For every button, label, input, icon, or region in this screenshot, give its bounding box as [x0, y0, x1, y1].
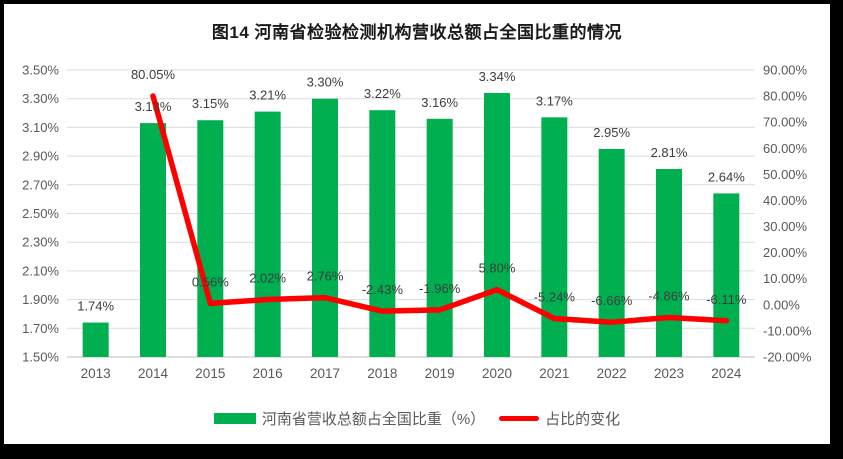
right-axis-tick-label: 10.00% — [763, 271, 808, 286]
bar-data-label: 3.22% — [364, 86, 401, 101]
chart-title: 图14 河南省检验检测机构营收总额占全国比重的情况 — [211, 23, 623, 42]
left-axis-tick-label: 3.10% — [22, 120, 59, 135]
bar-2019 — [426, 118, 453, 357]
line-data-label: 80.05% — [131, 67, 176, 82]
bar-2016 — [254, 111, 281, 358]
left-axis-tick-label: 2.10% — [22, 263, 59, 278]
left-axis-tick-label: 2.30% — [22, 235, 59, 250]
line-data-label: 0.56% — [192, 274, 229, 289]
bar-data-label: 1.74% — [77, 299, 114, 314]
bar-series-swatch-icon — [213, 413, 256, 424]
x-axis-category-label: 2021 — [539, 366, 569, 381]
legend: 河南省营收总额占全国比重（%） 占比的变化 — [4, 408, 830, 429]
bar-data-label: 2.95% — [593, 125, 630, 140]
bar-2015 — [197, 120, 224, 357]
right-axis-tick-label: 80.00% — [763, 89, 808, 104]
x-axis-category-label: 2014 — [138, 366, 169, 381]
bar-2014 — [140, 123, 166, 357]
left-axis-tick-label: 1.90% — [22, 292, 59, 307]
x-axis-category-label: 2023 — [654, 366, 684, 381]
left-axis-tick-label: 3.30% — [22, 91, 59, 106]
x-axis-category-label: 2013 — [81, 366, 111, 381]
line-data-label: -1.96% — [419, 281, 461, 296]
bar-data-label: 3.13% — [135, 99, 172, 114]
right-axis-tick-label: 40.00% — [763, 193, 808, 208]
right-axis-tick-label: 20.00% — [763, 245, 808, 260]
line-data-label: 2.02% — [249, 271, 286, 286]
bar-data-label: 3.15% — [192, 96, 229, 111]
legend-item-bar-series: 河南省营收总额占全国比重（%） — [213, 408, 486, 429]
legend-item-line-series: 占比的变化 — [499, 408, 620, 429]
bar-2024 — [713, 193, 740, 357]
bar-2018 — [369, 110, 396, 358]
line-data-label: -4.86% — [648, 288, 690, 303]
bar-data-label: 3.34% — [479, 69, 516, 84]
line-series-swatch-icon — [499, 416, 540, 421]
right-axis-tick-label: 70.00% — [763, 115, 808, 130]
right-axis-tick-label: -10.00% — [763, 323, 812, 338]
left-axis-tick-label: 3.50% — [22, 63, 59, 78]
bar-data-label: 2.64% — [708, 169, 745, 184]
line-data-label: -2.43% — [362, 282, 404, 297]
line-data-label: -6.66% — [591, 293, 633, 308]
bar-2013 — [82, 322, 109, 357]
chart-plot-area: 1.50% 1.70% 1.90% 2.10% 2.30% 2.50% 2.70% 2.90%… — [22, 63, 812, 382]
legend-label-bar-series: 河南省营收总额占全国比重（%） — [261, 411, 486, 428]
x-axis-category-label: 2020 — [482, 366, 512, 381]
line-data-label: 5.80% — [479, 261, 516, 276]
line-data-label: 2.76% — [307, 269, 344, 284]
bar-data-label: 3.17% — [536, 93, 573, 108]
right-axis-tick-label: 0.00% — [763, 297, 800, 312]
right-axis-tick-label: 30.00% — [763, 219, 808, 234]
x-axis-category-label: 2016 — [253, 366, 283, 381]
bar-data-label: 3.21% — [249, 88, 286, 103]
legend-label-line-series: 占比的变化 — [545, 411, 621, 428]
x-axis-category-label: 2024 — [711, 366, 742, 381]
left-axis-tick-label: 1.70% — [22, 321, 59, 336]
line-data-label: -6.11% — [706, 292, 747, 307]
chart-canvas: 1.50% 1.70% 1.90% 2.10% 2.30% 2.50% 2.70% 2.90%… — [4, 4, 830, 444]
change-line — [150, 93, 730, 325]
bar-2023 — [656, 169, 682, 357]
x-axis-category-label: 2017 — [310, 366, 340, 381]
bar-2022 — [598, 148, 625, 357]
line-data-label: -5.24% — [534, 289, 576, 304]
x-axis-category-label: 2015 — [195, 366, 225, 381]
right-axis-tick-label: 90.00% — [763, 63, 808, 78]
bar-2020 — [484, 92, 510, 358]
bar-data-label: 2.81% — [651, 145, 688, 160]
left-axis-tick-label: 2.50% — [22, 206, 59, 221]
left-axis-tick-label: 1.50% — [22, 350, 59, 365]
left-axis-tick-label: 2.90% — [22, 149, 59, 164]
bar-data-label: 3.16% — [421, 95, 458, 110]
x-axis-category-label: 2018 — [367, 366, 397, 381]
right-axis-tick-label: -20.00% — [763, 350, 812, 365]
left-axis-tick-label: 2.70% — [22, 177, 59, 192]
x-axis-category-label: 2019 — [425, 366, 455, 381]
right-axis-tick-label: 60.00% — [763, 141, 808, 156]
bar-data-label: 3.30% — [307, 75, 344, 90]
x-axis-category-label: 2022 — [597, 366, 627, 381]
right-axis-tick-label: 50.00% — [763, 167, 808, 182]
bar-2017 — [312, 98, 338, 357]
